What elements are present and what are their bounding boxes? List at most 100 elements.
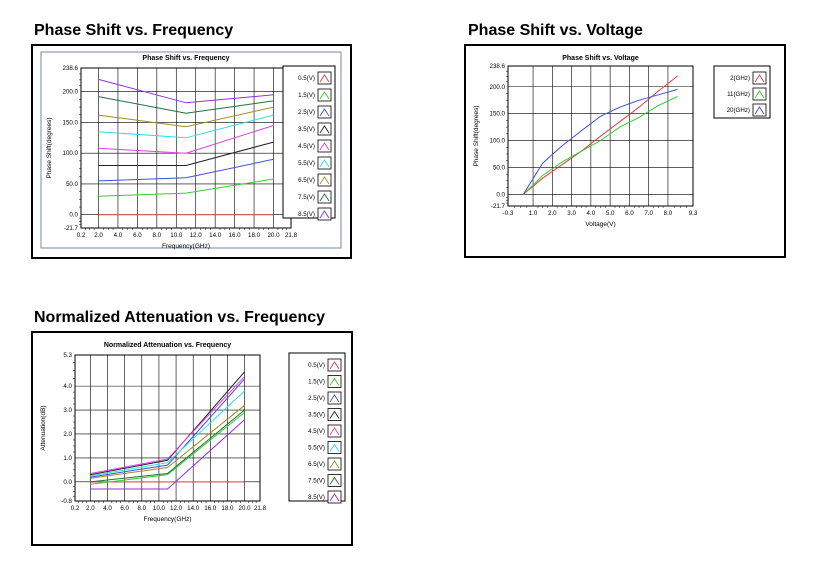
series-line bbox=[90, 404, 245, 479]
y-tick-label: 4.0 bbox=[63, 383, 72, 390]
legend-label: 8.5(V) bbox=[308, 494, 325, 501]
legend-label: 1.5(V) bbox=[298, 92, 315, 99]
x-tick-label: 6.0 bbox=[133, 232, 142, 239]
x-tick-label: 6.0 bbox=[625, 210, 634, 217]
legend-marker bbox=[319, 108, 330, 117]
y-tick-label: 200.0 bbox=[490, 84, 506, 91]
legend-label: 7.5(V) bbox=[308, 478, 325, 485]
legend-marker bbox=[329, 377, 340, 386]
x-tick-label: 4.0 bbox=[103, 505, 112, 512]
series-line bbox=[90, 390, 245, 477]
series-line bbox=[98, 158, 274, 182]
legend-label: 0.5(V) bbox=[298, 75, 315, 82]
attenuation-frequency-heading: Normalized Attenuation vs. Frequency bbox=[34, 309, 326, 326]
phase-frequency-panel: Phase Shift vs. Frequency 0.2 2.0 4.0 6.0 8.0… bbox=[31, 44, 352, 259]
legend-swatch bbox=[327, 391, 342, 405]
legend-marker bbox=[329, 443, 340, 452]
y-tick-label: 0.0 bbox=[63, 479, 72, 486]
y-tick-label: 150.0 bbox=[490, 111, 506, 118]
legend-swatch bbox=[317, 207, 332, 221]
x-axis-label: Frequency(GHz) bbox=[143, 516, 191, 523]
x-tick-label: 12.0 bbox=[190, 232, 203, 239]
x-tick-label: 8.0 bbox=[138, 505, 147, 512]
legend-swatch bbox=[752, 87, 767, 101]
x-axis-label: Voltage(V) bbox=[585, 221, 615, 228]
legend-label: 2.5(V) bbox=[308, 395, 325, 402]
y-tick-label: 5.3 bbox=[63, 352, 72, 359]
legend-marker bbox=[329, 493, 340, 502]
x-tick-label: 8.0 bbox=[153, 232, 162, 239]
legend-swatch bbox=[317, 88, 332, 102]
y-tick-label: 0.0 bbox=[496, 191, 505, 198]
legend-marker bbox=[319, 142, 330, 151]
legend-label: 5.5(V) bbox=[308, 445, 325, 452]
y-tick-label: 50.0 bbox=[493, 164, 506, 171]
series-line bbox=[90, 376, 245, 474]
series-line bbox=[90, 412, 245, 485]
y-tick-label: 2.0 bbox=[63, 431, 72, 438]
y-tick-label: 50.0 bbox=[66, 181, 79, 188]
legend-marker bbox=[319, 159, 330, 168]
legend-marker bbox=[319, 125, 330, 134]
x-tick-label: 18.0 bbox=[248, 232, 261, 239]
y-tick-label: 1.0 bbox=[63, 455, 72, 462]
legend-label: 5.5(V) bbox=[298, 160, 315, 167]
x-tick-label: 0.2 bbox=[71, 505, 80, 512]
legend-marker bbox=[754, 106, 765, 115]
legend-marker bbox=[329, 460, 340, 469]
legend-marker bbox=[329, 394, 340, 403]
series-line bbox=[98, 96, 274, 114]
legend-swatch bbox=[327, 424, 342, 438]
legend-label: 20(GHz) bbox=[727, 107, 750, 114]
legend-label: 8.5(V) bbox=[298, 211, 315, 218]
series-line bbox=[90, 371, 245, 476]
series-line bbox=[90, 419, 245, 490]
x-tick-label: 12.0 bbox=[170, 505, 183, 512]
series-line bbox=[98, 114, 274, 139]
x-tick-label: 4.0 bbox=[587, 210, 596, 217]
legend-marker bbox=[329, 476, 340, 485]
legend-swatch bbox=[317, 105, 332, 119]
x-tick-label: 16.0 bbox=[204, 505, 217, 512]
x-tick-label: 18.0 bbox=[221, 505, 234, 512]
x-tick-label: 9.3 bbox=[689, 210, 698, 217]
legend-marker bbox=[319, 176, 330, 185]
legend-swatch bbox=[327, 375, 342, 388]
legend-swatch bbox=[327, 441, 342, 454]
legend-marker bbox=[329, 427, 340, 436]
x-tick-label: 2.0 bbox=[548, 210, 557, 217]
attenuation-frequency-chart: Normalized Attenuation vs. Frequency 0.2 2… bbox=[40, 342, 346, 523]
chart-title: Phase Shift vs. Frequency bbox=[142, 55, 229, 62]
x-tick-label: 7.0 bbox=[644, 210, 653, 217]
x-tick-label: 6.0 bbox=[120, 505, 129, 512]
x-tick-label: 20.0 bbox=[239, 505, 252, 512]
legend-swatch bbox=[317, 156, 332, 170]
series-line bbox=[522, 88, 678, 195]
y-tick-label: 0.0 bbox=[69, 212, 78, 219]
x-tick-label: 1.0 bbox=[529, 210, 538, 217]
x-tick-label: 16.0 bbox=[229, 232, 242, 239]
series-line bbox=[90, 409, 245, 483]
x-tick-label: 5.0 bbox=[606, 210, 615, 217]
y-tick-label: 3.0 bbox=[63, 407, 72, 414]
legend-swatch bbox=[327, 408, 342, 421]
chart-frame bbox=[40, 51, 342, 249]
x-tick-label: 10.0 bbox=[170, 232, 183, 239]
legend-swatch bbox=[317, 122, 332, 136]
y-tick-label: -21.7 bbox=[491, 203, 506, 210]
legend-label: 11(GHz) bbox=[727, 91, 750, 98]
x-tick-label: 3.0 bbox=[567, 210, 576, 217]
x-tick-label: 4.0 bbox=[114, 232, 123, 239]
series-line bbox=[90, 378, 245, 478]
y-tick-label: 200.0 bbox=[63, 89, 79, 96]
x-tick-label: 21.8 bbox=[254, 505, 267, 512]
series-line bbox=[98, 125, 274, 154]
x-tick-label: 0.2 bbox=[77, 232, 86, 239]
series-line bbox=[98, 141, 274, 166]
legend-swatch bbox=[327, 490, 342, 504]
legend-marker bbox=[754, 74, 765, 83]
y-axis-label: Phase Shift(degrees) bbox=[473, 105, 480, 166]
phase-voltage-chart: Phase Shift vs. Voltage -0.3 1.0 2.0 3.0 4.0 5… bbox=[473, 55, 771, 228]
x-tick-label: 2.0 bbox=[94, 232, 103, 239]
legend-swatch bbox=[327, 358, 342, 372]
